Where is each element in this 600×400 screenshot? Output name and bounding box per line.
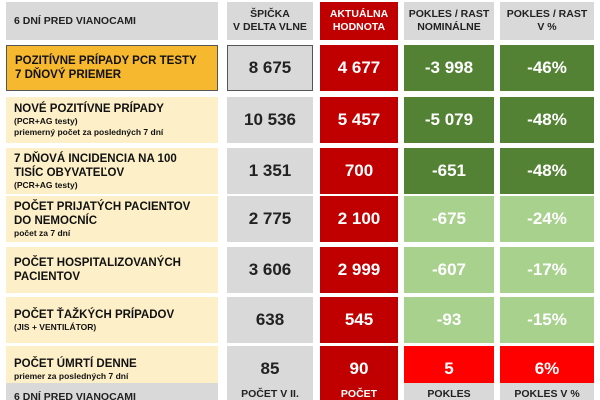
row-title: POZITÍVNE PRÍPADY PCR TESTY 7 DŇOVÝ PRIE…	[15, 55, 197, 81]
footer-cell: 6 DNÍ PRED VIANOCAMI	[6, 383, 218, 400]
current-cell: 2 999	[320, 247, 398, 293]
peak-value: 10 536	[244, 110, 296, 129]
current-value: 2 100	[337, 209, 381, 228]
footer-text: 6 DNÍ PRED VIANOCAMI	[14, 391, 136, 400]
percent-cell: -24%	[500, 196, 594, 242]
header-cell: POKLES / RAST V %	[500, 2, 594, 40]
current-cell: 700	[320, 148, 398, 194]
header-text: POKLES / RAST V %	[506, 8, 588, 33]
footer-text: POČET	[340, 388, 378, 400]
current-cell: 2 100	[320, 196, 398, 242]
current-value: 2 999	[337, 260, 381, 279]
percent-value: 6%	[534, 359, 560, 378]
row-label: NOVÉ POZITÍVNE PRÍPADY (PCR+AG testy) prie…	[6, 97, 218, 143]
percent-value: -15%	[527, 310, 567, 329]
footer-text: POČET V II.	[241, 388, 299, 400]
peak-value: 2 775	[248, 209, 292, 228]
footer-text: POKLES V %	[514, 388, 580, 400]
header-cell: 6 DNÍ PRED VIANOCAMI	[6, 2, 218, 40]
peak-cell: 2 775	[227, 196, 313, 242]
peak-cell: 638	[227, 297, 313, 343]
percent-value: -48%	[527, 161, 567, 180]
current-value: 5 457	[337, 110, 381, 129]
change-cell: -5 079	[404, 97, 494, 143]
current-value: 4 677	[337, 58, 381, 77]
percent-cell: -48%	[500, 148, 594, 194]
row-label: POZITÍVNE PRÍPADY PCR TESTY 7 DŇOVÝ PRIE…	[6, 45, 218, 91]
change-cell: -675	[404, 196, 494, 242]
header-text: AKTUÁLNA HODNOTA	[329, 8, 389, 33]
peak-cell: 1 351	[227, 148, 313, 194]
current-cell: 4 677	[320, 45, 398, 91]
row-label: POČET PRIJATÝCH PACIENTOV DO NEMOCNÍC poč…	[6, 196, 218, 242]
peak-cell: 8 675	[227, 45, 313, 91]
peak-value: 3 606	[248, 260, 292, 279]
row-title: POČET ŤAŽKÝCH PRÍPADOV	[14, 308, 175, 321]
percent-value: -46%	[527, 58, 567, 77]
change-cell: -607	[404, 247, 494, 293]
header-text: ŠPIČKA V DELTA VLNE	[233, 8, 307, 33]
change-value: -651	[431, 161, 467, 180]
current-value: 545	[344, 310, 374, 329]
percent-cell: -15%	[500, 297, 594, 343]
header-cell: POKLES / RAST NOMINÁLNE	[404, 2, 494, 40]
current-value: 700	[344, 161, 374, 180]
row-title: POČET ÚMRTÍ DENNE	[14, 357, 137, 370]
change-value: -5 079	[424, 110, 474, 129]
change-value: 5	[444, 359, 454, 378]
change-value: -607	[431, 260, 467, 279]
row-title: POČET PRIJATÝCH PACIENTOV DO NEMOCNÍC	[14, 200, 191, 227]
footer-cell: POKLES	[404, 383, 494, 400]
percent-value: -17%	[527, 260, 567, 279]
peak-value: 85	[260, 359, 280, 378]
header-cell: AKTUÁLNA HODNOTA	[320, 2, 398, 40]
header-text: POKLES / RAST NOMINÁLNE	[408, 8, 490, 33]
row-note: priemerný počet za posledných 7 dní	[14, 127, 164, 137]
footer-cell: POKLES V %	[500, 383, 594, 400]
row-title: POČET HOSPITALIZOVANÝCH PACIENTOV	[14, 257, 181, 283]
row-label: POČET ŤAŽKÝCH PRÍPADOV (JIS + VENTILÁTOR)	[6, 297, 218, 343]
row-label: POČET HOSPITALIZOVANÝCH PACIENTOV	[6, 247, 218, 293]
row-title: 7 DŇOVÁ INCIDENCIA NA 100 TISÍC OBYVATEĽ…	[14, 152, 177, 179]
peak-value: 1 351	[248, 161, 292, 180]
percent-cell: -48%	[500, 97, 594, 143]
peak-cell: 3 606	[227, 247, 313, 293]
row-note: (PCR+AG testy)	[14, 116, 78, 126]
change-value: -93	[436, 310, 462, 329]
percent-cell: -46%	[500, 45, 594, 91]
row-note: (JIS + VENTILÁTOR)	[14, 321, 97, 332]
row-title: NOVÉ POZITÍVNE PRÍPADY	[14, 103, 164, 115]
percent-value: -24%	[527, 209, 567, 228]
current-value: 90	[349, 359, 369, 378]
row-note: počet za 7 dní	[14, 227, 71, 238]
row-note: (PCR+AG testy)	[14, 179, 78, 190]
percent-cell: -17%	[500, 247, 594, 293]
current-cell: 5 457	[320, 97, 398, 143]
change-value: -3 998	[424, 58, 474, 77]
footer-cell: POČET V II.	[227, 383, 313, 400]
change-cell: -93	[404, 297, 494, 343]
change-cell: -3 998	[404, 45, 494, 91]
footer-cell: POČET	[320, 383, 398, 400]
percent-value: -48%	[527, 110, 567, 129]
peak-value: 8 675	[248, 58, 292, 77]
footer-text: POKLES	[427, 388, 471, 400]
header-text: 6 DNÍ PRED VIANOCAMI	[14, 14, 136, 27]
row-label: 7 DŇOVÁ INCIDENCIA NA 100 TISÍC OBYVATEĽ…	[6, 148, 218, 194]
peak-value: 638	[255, 310, 285, 329]
change-cell: -651	[404, 148, 494, 194]
current-cell: 545	[320, 297, 398, 343]
peak-cell: 10 536	[227, 97, 313, 143]
header-cell: ŠPIČKA V DELTA VLNE	[227, 2, 313, 40]
change-value: -675	[431, 209, 467, 228]
row-note: priemer za posledných 7 dní	[14, 370, 129, 381]
